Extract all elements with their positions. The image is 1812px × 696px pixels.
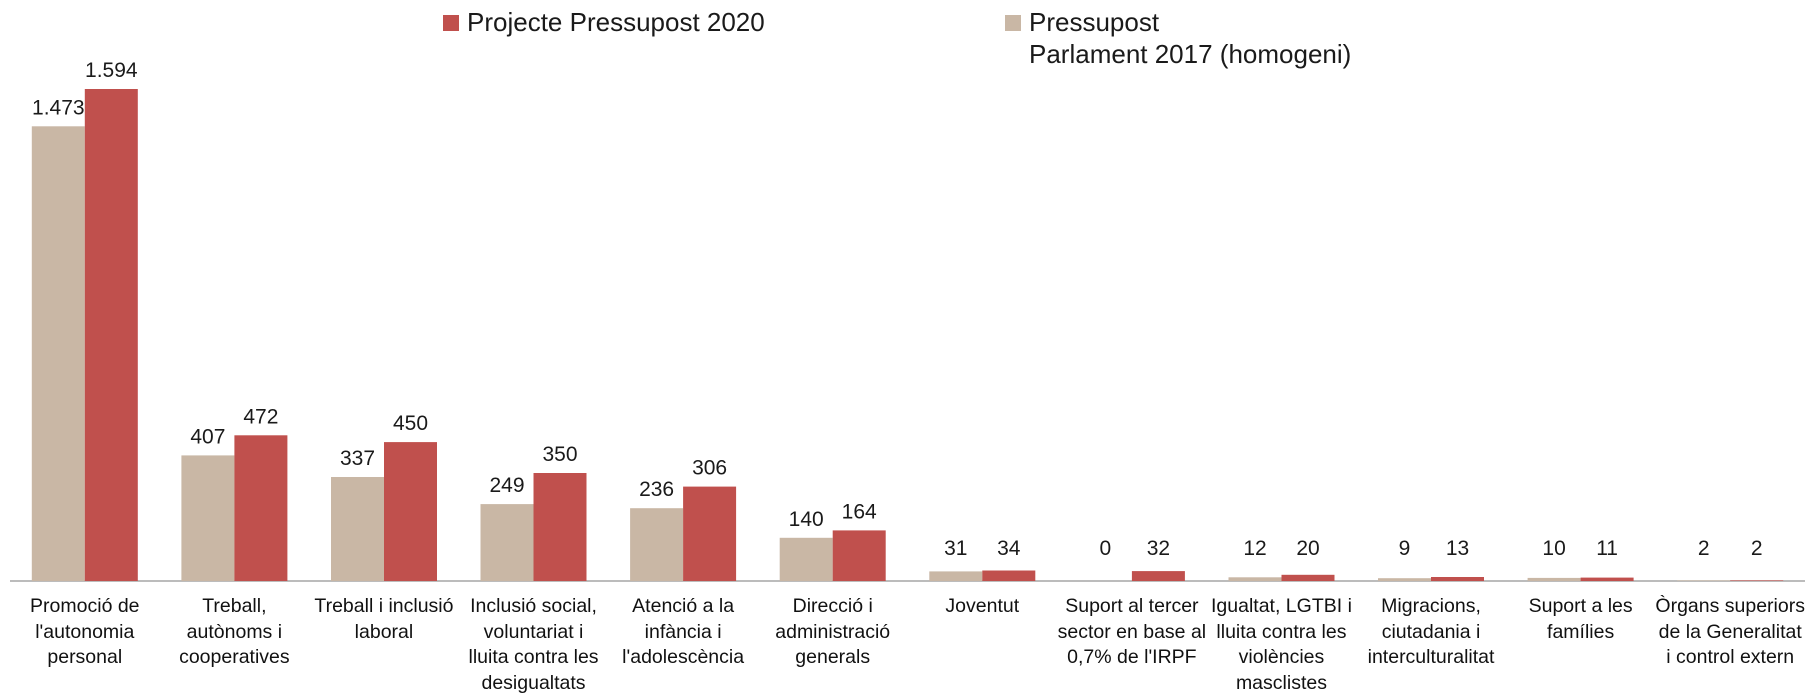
bar-2020-10: [1580, 577, 1634, 581]
bar-2020-9: [1431, 577, 1484, 581]
bar-2017-1: [181, 455, 235, 581]
bar-2017-4: [630, 508, 684, 581]
legend-swatch-2020: [443, 15, 459, 31]
bar-2017-3: [480, 504, 534, 581]
legend-item-2020: Projecte Pressupost 2020: [443, 6, 783, 40]
data-label-2017-2: 337: [340, 447, 375, 470]
bar-2020-11: [1730, 580, 1784, 581]
category-label-3: Inclusió social, voluntariat i lluita cont…: [468, 595, 599, 694]
legend-label-2020: Projecte Pressupost 2020: [467, 7, 765, 37]
data-label-2017-10: 10: [1542, 537, 1565, 560]
data-label-2017-0: 1.473: [32, 96, 85, 119]
bar-2020-3: [533, 473, 587, 581]
bar-2017-5: [779, 537, 833, 581]
data-label-2020-7: 32: [1147, 537, 1170, 560]
data-label-2017-9: 9: [1399, 537, 1411, 560]
data-label-2020-9: 13: [1446, 537, 1469, 560]
bar-2017-11: [1677, 580, 1731, 581]
bar-2020-7: [1131, 571, 1185, 581]
data-label-2017-11: 2: [1698, 537, 1710, 560]
category-label-10: Suport a les famílies: [1528, 595, 1633, 643]
bar-2020-0: [84, 89, 138, 581]
data-label-2020-3: 350: [542, 443, 577, 466]
data-label-2017-1: 407: [190, 425, 225, 448]
category-label-11: Òrgans superiors de la Generalitat i contr…: [1655, 595, 1805, 668]
bar-2017-8: [1228, 577, 1282, 581]
data-label-2017-6: 31: [944, 537, 967, 560]
data-label-2020-11: 2: [1751, 537, 1763, 560]
bar-2020-8: [1281, 574, 1335, 581]
data-label-2020-2: 450: [393, 412, 428, 435]
legend-item-2017: Pressupost Parlament 2017 (homogeni): [1005, 6, 1405, 72]
category-label-4: Atenció a la infància i l'adolescència: [622, 595, 745, 668]
data-label-2017-3: 249: [489, 474, 524, 497]
data-label-2017-4: 236: [639, 478, 674, 501]
data-label-2017-8: 12: [1243, 537, 1266, 560]
bar-2020-6: [982, 570, 1036, 581]
category-label-0: Promoció de l'autonomia personal: [30, 595, 140, 668]
bar-2017-2: [331, 477, 384, 581]
data-label-2017-5: 140: [789, 508, 824, 531]
bar-2017-0: [31, 126, 85, 582]
data-label-2020-1: 472: [243, 405, 278, 428]
data-label-2020-0: 1.594: [85, 59, 138, 82]
bar-2020-4: [683, 486, 737, 581]
bar-2017-10: [1527, 577, 1581, 581]
legend-label-2017: Pressupost Parlament 2017 (homogeni): [1029, 7, 1352, 69]
category-label-7: Suport al tercer sector en base al 0,7% de…: [1057, 595, 1207, 668]
bar-2020-1: [234, 435, 288, 581]
data-label-2020-6: 34: [997, 537, 1021, 560]
data-label-2020-4: 306: [692, 457, 727, 480]
category-label-5: Direcció i administració generals: [775, 595, 891, 668]
category-label-1: Treball, autònoms i cooperatives: [179, 595, 290, 668]
legend-swatch-2017: [1005, 15, 1021, 31]
data-label-2020-8: 20: [1296, 537, 1319, 560]
data-label-2020-10: 11: [1596, 537, 1618, 560]
bar-2020-5: [832, 530, 886, 581]
data-label-2017-7: 0: [1100, 537, 1112, 560]
category-label-8: Igualtat, LGTBI i lluita contra les violèn…: [1211, 595, 1352, 694]
bar-2017-6: [929, 571, 983, 581]
bar-2017-9: [1378, 578, 1431, 581]
category-label-6: Joventut: [945, 595, 1020, 617]
category-label-9: Migracions, ciutadania i interculturalitat: [1367, 595, 1495, 668]
category-label-2: Treball i inclusió laboral: [314, 595, 454, 643]
bar-2020-2: [384, 442, 437, 581]
data-label-2020-5: 164: [842, 500, 877, 523]
